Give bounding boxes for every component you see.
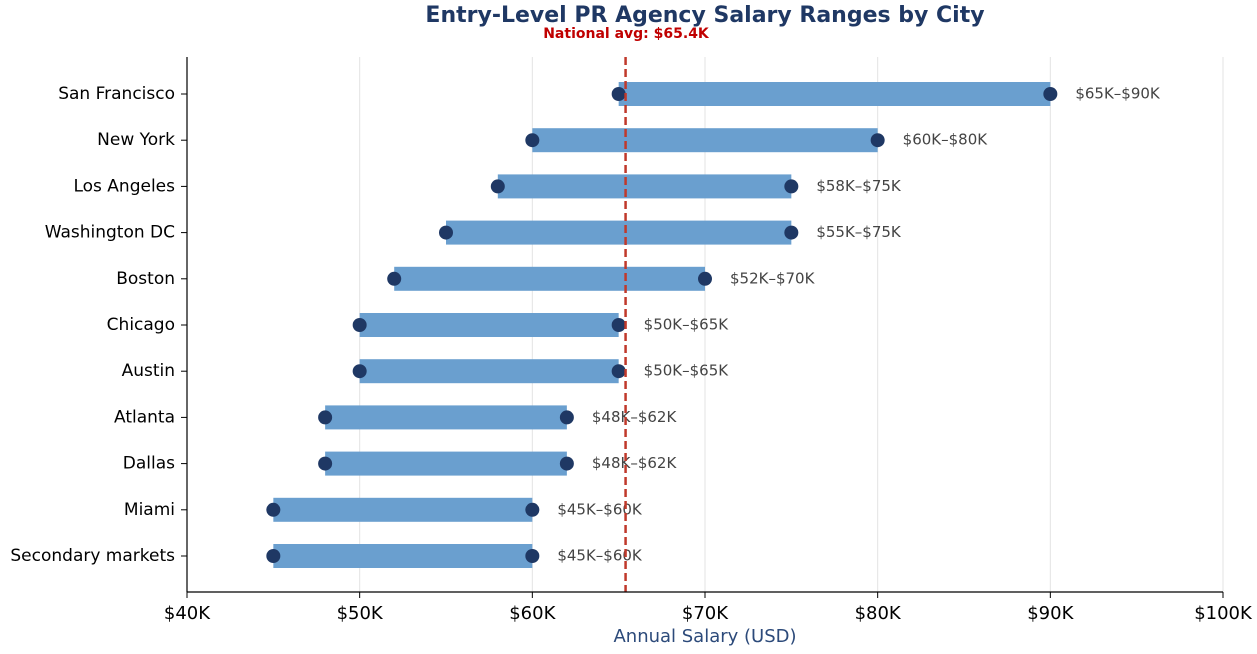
value-label: $45K–$60K [557, 547, 643, 565]
low-dot [611, 87, 626, 101]
y-tick-label: Washington DC [45, 223, 175, 243]
range-bar [394, 266, 705, 291]
x-tick-label: $70K [682, 603, 729, 624]
y-tick-label: Boston [116, 269, 175, 289]
high-dot [559, 410, 574, 425]
value-label: $52K–$70K [730, 269, 816, 287]
low-dot [490, 179, 505, 194]
low-dot [525, 133, 540, 148]
reference-label: National avg: $65.4K [543, 26, 710, 42]
y-tick-label: Miami [124, 500, 175, 520]
y-tick-label: Los Angeles [73, 176, 175, 196]
high-dot [784, 179, 799, 194]
y-tick-label: Secondary markets [10, 546, 175, 566]
low-dot [352, 364, 367, 379]
y-tick-label: Atlanta [114, 407, 175, 427]
low-dot [266, 549, 281, 563]
value-label: $55K–$75K [816, 223, 902, 241]
high-dot [784, 225, 799, 240]
range-bar [325, 405, 567, 430]
high-dot [611, 318, 626, 332]
y-tick-label: New York [97, 130, 175, 150]
x-tick-label: $50K [337, 603, 384, 624]
range-bar [325, 451, 567, 476]
high-dot [611, 364, 626, 379]
y-tick-label: Chicago [107, 315, 175, 335]
low-dot [387, 271, 402, 286]
low-dot [352, 318, 367, 332]
low-dot [439, 225, 453, 240]
range-bar [532, 128, 878, 153]
range-bar [359, 359, 619, 384]
range-bar [618, 82, 1051, 106]
low-dot [266, 502, 281, 517]
value-label: $48K–$62K [592, 408, 678, 426]
range-bar [497, 174, 792, 199]
range-bar [273, 544, 533, 568]
x-tick-label: $40K [164, 603, 211, 624]
value-label: $58K–$75K [816, 177, 902, 195]
high-dot [525, 549, 540, 563]
range-bar [359, 313, 619, 337]
value-label: $48K–$62K [592, 454, 678, 472]
high-dot [1043, 87, 1058, 101]
y-tick-label: Dallas [123, 454, 175, 474]
value-label: $65K–$90K [1075, 85, 1161, 103]
x-tick-label: $60K [509, 603, 556, 624]
high-dot [870, 133, 885, 148]
low-dot [318, 456, 333, 471]
range-bar [446, 220, 792, 245]
x-axis-label: Annual Salary (USD) [613, 626, 796, 647]
high-dot [559, 456, 574, 471]
chart-title: Entry-Level PR Agency Salary Ranges by C… [425, 3, 984, 28]
low-dot [318, 410, 333, 425]
value-label: $50K–$65K [644, 362, 730, 380]
high-dot [698, 271, 712, 286]
x-tick-label: $100K [1194, 603, 1253, 624]
x-tick-label: $80K [855, 603, 902, 624]
y-tick-label: Austin [122, 361, 175, 381]
value-label: $50K–$65K [644, 316, 730, 334]
range-bar [273, 497, 533, 522]
x-tick-label: $90K [1027, 603, 1074, 624]
high-dot [525, 502, 540, 517]
y-tick-label: San Francisco [58, 84, 175, 104]
value-label: $60K–$80K [903, 131, 989, 149]
value-label: $45K–$60K [557, 500, 643, 518]
